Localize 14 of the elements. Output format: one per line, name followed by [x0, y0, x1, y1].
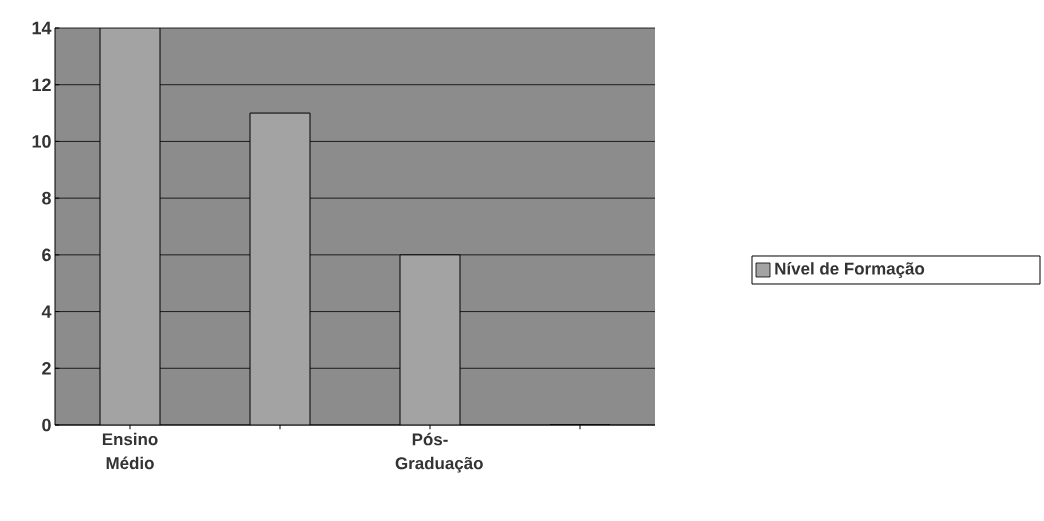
y-tick-label: 14: [32, 21, 52, 35]
y-tick-label: 10: [32, 135, 51, 148]
y-tick-label: 0: [42, 418, 51, 432]
legend-label: Nível de Formação: [775, 262, 925, 278]
y-tick-label: 12: [32, 78, 51, 91]
y-tick-label: 8: [42, 191, 51, 205]
bar: [399, 254, 461, 425]
x-tick-label: Ensino Médio: [102, 432, 158, 470]
bar: [99, 28, 161, 425]
y-tick-label: 4: [41, 305, 52, 318]
y-tick-label: 2: [42, 362, 51, 375]
y-tick-label: 6: [42, 248, 51, 262]
x-tick-label: Pós-Graduação: [395, 432, 483, 473]
bar: [249, 112, 311, 425]
